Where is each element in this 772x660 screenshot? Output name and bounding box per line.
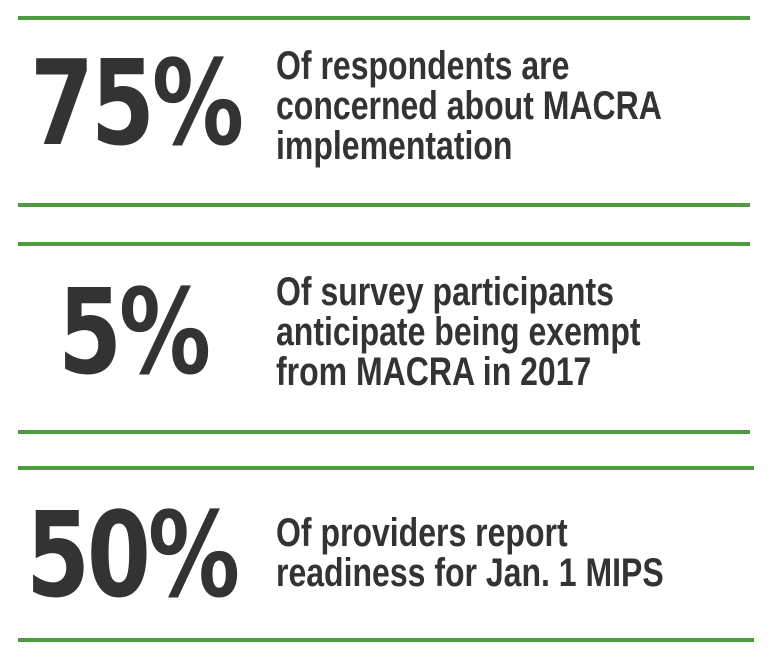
divider-bottom-3 xyxy=(18,638,754,642)
stat-value-2: 5% xyxy=(58,263,211,401)
divider-bottom-2 xyxy=(18,430,750,434)
divider-top-2 xyxy=(18,242,750,246)
divider-top-1 xyxy=(18,16,750,20)
divider-top-3 xyxy=(18,466,754,470)
stat-1-line-1: Of respondents are xyxy=(276,44,570,88)
stat-2-line-1: Of survey participants xyxy=(276,270,614,314)
stat-value-1: 75% xyxy=(30,34,244,172)
stat-description-1: Of respondents are concerned about MACRA… xyxy=(276,46,662,166)
stat-description-3: Of providers report readiness for Jan. 1… xyxy=(276,513,664,593)
stat-2-line-2: anticipate being exempt xyxy=(276,310,641,354)
stat-description-2: Of survey participants anticipate being … xyxy=(276,272,641,392)
stat-2-line-3: from MACRA in 2017 xyxy=(276,350,592,394)
stat-1-line-3: implementation xyxy=(276,124,513,168)
stat-value-3: 50% xyxy=(26,486,240,624)
divider-bottom-1 xyxy=(18,203,750,207)
stat-3-line-2: readiness for Jan. 1 MIPS xyxy=(276,551,664,595)
stat-3-line-1: Of providers report xyxy=(276,511,568,555)
stat-1-line-2: concerned about MACRA xyxy=(276,84,662,128)
